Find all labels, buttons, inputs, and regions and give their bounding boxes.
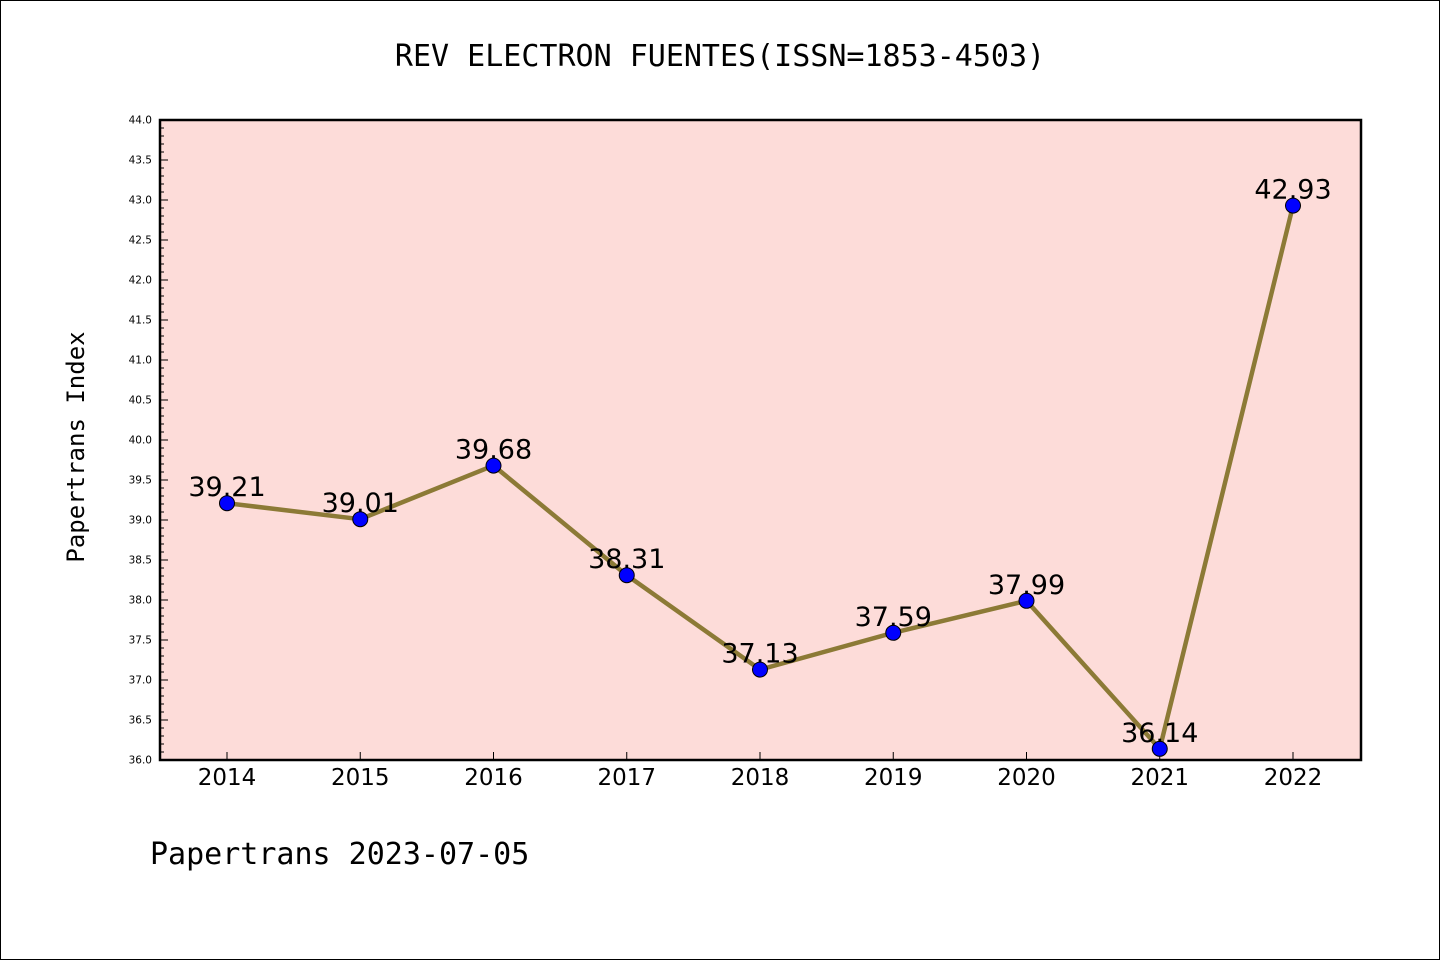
y-tick-label: 40.5: [129, 395, 152, 407]
data-label: 42.93: [1254, 175, 1331, 206]
x-axis: 2014 2015 2016 2017 2018 2019 2020 2021 2022: [198, 752, 1323, 791]
y-tick-label: 44.0: [129, 115, 152, 127]
chart-title: REV ELECTRON FUENTES(ISSN=1853-4503): [395, 39, 1045, 74]
data-label: 39.01: [322, 488, 399, 519]
footer-credit: Papertrans 2023-07-05: [150, 837, 529, 872]
data-point: [485, 457, 502, 474]
y-tick-label: 36.0: [129, 755, 152, 767]
data-label: 36.14: [1121, 718, 1198, 749]
y-tick-label: 38.5: [129, 555, 152, 567]
y-tick-label: 43.5: [129, 155, 152, 167]
x-tick-label: 2014: [198, 765, 257, 791]
x-tick-label: 2018: [731, 765, 790, 791]
x-tick-label: 2020: [997, 765, 1056, 791]
data-label: 39.68: [455, 435, 532, 466]
data-point: [219, 495, 235, 512]
data-label: 37.59: [855, 602, 932, 633]
y-tick-label: 37.0: [129, 675, 152, 687]
data-point: [885, 624, 902, 641]
plot-area: [158, 118, 1363, 762]
data-point: [1151, 740, 1168, 757]
y-axis-label: Papertrans Index: [62, 331, 90, 562]
y-tick-label: 42.5: [129, 235, 152, 247]
data-point: [1285, 197, 1301, 214]
y-tick-label: 42.0: [129, 275, 152, 287]
data-label: 37.99: [988, 570, 1065, 601]
data-point: [618, 567, 635, 584]
x-tick-label: 2015: [331, 765, 390, 791]
y-tick-label: 40.0: [129, 435, 152, 447]
y-tick-label: 39.5: [129, 475, 152, 487]
y-tick-label: 41.5: [129, 315, 152, 327]
y-tick-label: 37.5: [129, 635, 152, 647]
y-tick-label: 41.0: [129, 355, 152, 367]
x-tick-label: 2019: [864, 765, 923, 791]
y-axis: 36.0 36.5 37.0 37.5 38.0 38.5 39.0 39.5 40.0 40.5…: [129, 115, 168, 767]
y-tick-label: 38.0: [129, 595, 152, 607]
x-tick-label: 2022: [1264, 765, 1323, 791]
data-label: 38.31: [588, 544, 665, 575]
data-labels: 39.21 39.01 39.68 38.31 37.13 37.59 37.99 36.14…: [188, 175, 1331, 749]
data-markers: [219, 197, 1301, 757]
y-tick-label: 36.5: [129, 715, 152, 727]
x-tick-label: 2021: [1130, 765, 1189, 791]
data-label: 37.13: [721, 639, 798, 670]
data-point: [352, 511, 369, 528]
x-tick-label: 2017: [597, 765, 656, 791]
x-tick-label: 2016: [464, 765, 523, 791]
data-point: [752, 661, 768, 678]
data-label: 39.21: [188, 472, 265, 503]
y-tick-label: 39.0: [129, 515, 152, 527]
data-point: [1018, 592, 1035, 609]
y-tick-label: 43.0: [129, 195, 152, 207]
